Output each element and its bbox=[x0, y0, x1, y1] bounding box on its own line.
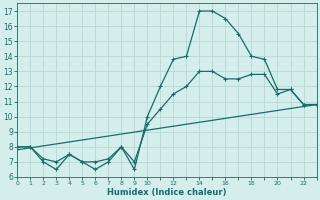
X-axis label: Humidex (Indice chaleur): Humidex (Indice chaleur) bbox=[107, 188, 227, 197]
